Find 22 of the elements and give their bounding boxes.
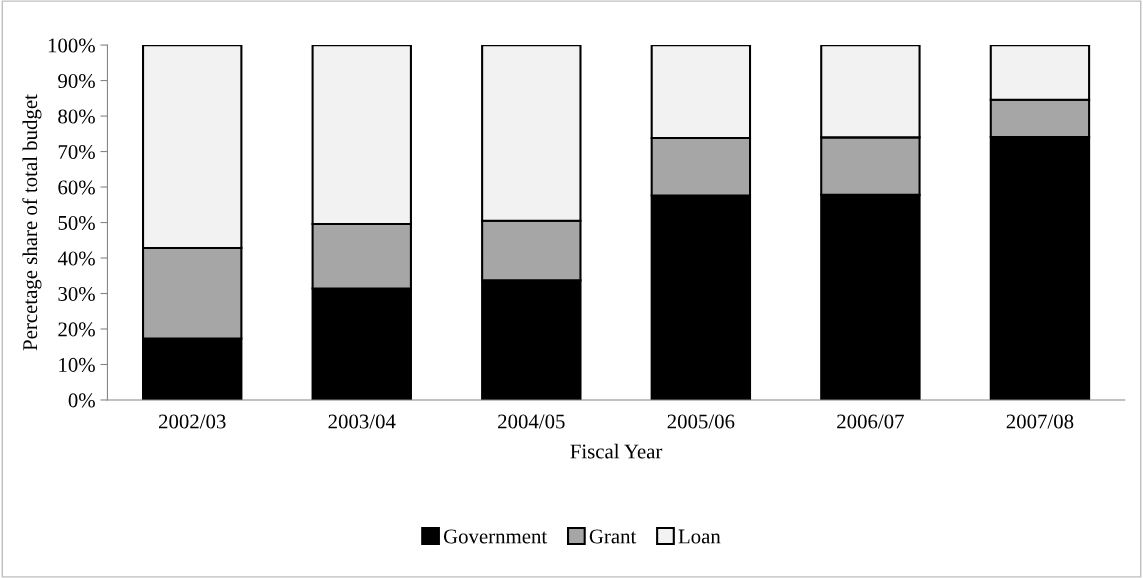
y-tick-label: 0% — [68, 393, 95, 408]
legend-label: Grant — [589, 529, 637, 544]
y-tick-label: 70% — [58, 144, 95, 160]
legend-label: Government — [443, 529, 548, 544]
y-tick-label: 30% — [58, 286, 95, 302]
x-tick-label: 2006/07 — [837, 414, 904, 429]
x-tick-label: 2004/05 — [498, 414, 565, 429]
y-tick-label: 20% — [58, 322, 95, 337]
x-tick-label: 2005/06 — [667, 414, 735, 429]
y-tick-label: 10% — [59, 357, 95, 372]
y-axis-title: Percetage share of total budget — [22, 94, 42, 351]
y-tick-label: 80% — [58, 109, 95, 124]
x-tick-label: 2003/04 — [328, 414, 396, 429]
x-axis-title: Fiscal Year — [570, 443, 663, 459]
y-tick-label: 40% — [57, 251, 95, 266]
x-tick-label: 2002/03 — [158, 414, 226, 429]
x-tick-label: 2007/08 — [1006, 414, 1074, 429]
y-tick-label: 90% — [58, 73, 95, 89]
y-tick-label: 100% — [48, 38, 95, 53]
y-tick-label: 50% — [58, 215, 95, 231]
y-tick-label: 60% — [58, 180, 95, 195]
legend-label: Loan — [678, 529, 721, 544]
